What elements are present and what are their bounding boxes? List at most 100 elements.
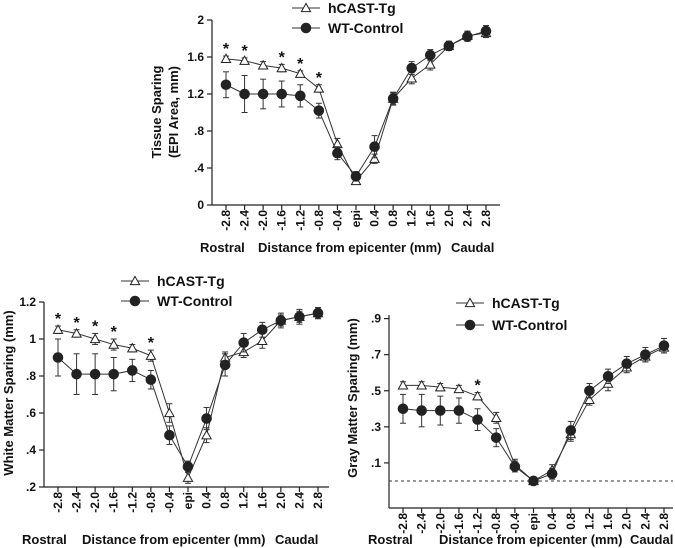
data-point-triangle bbox=[583, 394, 595, 404]
x-tick-label: -2.8 bbox=[219, 210, 233, 231]
data-point-circle bbox=[312, 307, 324, 319]
data-point-circle bbox=[424, 49, 436, 61]
data-point-circle bbox=[350, 171, 362, 182]
x-tick-label: 0.4 bbox=[368, 210, 382, 227]
data-point-triangle bbox=[472, 390, 484, 401]
data-point-circle bbox=[332, 147, 343, 159]
x-tick-label: -0.4 bbox=[162, 492, 176, 513]
significance-asterisk: * bbox=[316, 70, 323, 87]
data-point-circle bbox=[294, 90, 306, 102]
y-tick-label: 1.6 bbox=[187, 50, 204, 64]
data-point-circle bbox=[443, 40, 455, 52]
x-tick-label: 1.6 bbox=[255, 492, 269, 509]
data-point-triangle bbox=[71, 327, 83, 338]
x-axis-title: Distance from epicenter (mm) bbox=[82, 532, 266, 547]
data-point-circle bbox=[164, 429, 175, 441]
y-tick-label: .8 bbox=[26, 369, 36, 383]
series-line bbox=[225, 30, 487, 178]
x-tick-label: -1.2 bbox=[471, 513, 485, 534]
legend-circle-icon bbox=[300, 22, 312, 34]
data-point-triangle bbox=[416, 379, 428, 390]
data-point-circle bbox=[658, 340, 670, 351]
data-point-circle bbox=[528, 475, 539, 487]
data-point-triangle bbox=[257, 59, 269, 70]
data-point-triangle bbox=[406, 72, 418, 83]
y-tick-label: .2 bbox=[26, 480, 36, 494]
significance-asterisk: * bbox=[223, 41, 230, 58]
legend: hCAST-Tg WT-Control bbox=[121, 273, 232, 309]
x-tick-label: epi bbox=[181, 492, 195, 509]
x-tick-label: -2.4 bbox=[238, 210, 252, 231]
data-point-circle bbox=[126, 365, 138, 376]
data-point-triangle bbox=[294, 68, 306, 78]
data-point-triangle bbox=[276, 62, 288, 73]
y-axis-title-line-1: Tissue Sparing bbox=[149, 65, 164, 158]
x-tick-label: 0.8 bbox=[564, 513, 578, 530]
legend-circle-icon bbox=[129, 295, 141, 307]
data-point-circle bbox=[313, 105, 325, 116]
y-tick-label: .3 bbox=[371, 420, 381, 434]
data-point-triangle bbox=[313, 82, 325, 93]
y-axis-title: Gray Matter Sparing (mm) bbox=[345, 318, 360, 478]
y-tick-label: 1 bbox=[29, 332, 36, 346]
data-point-circle bbox=[490, 432, 502, 443]
data-point-triangle bbox=[434, 381, 446, 392]
data-point-circle bbox=[434, 405, 446, 416]
legend-label: WT-Control bbox=[157, 293, 232, 309]
x-tick-label: -1.6 bbox=[107, 492, 121, 513]
data-point-triangle bbox=[220, 53, 232, 64]
x-tick-label: 1.2 bbox=[237, 492, 251, 509]
x-tick-label: 2.8 bbox=[479, 210, 493, 227]
data-point-circle bbox=[238, 337, 250, 349]
x-axis-left-label: Rostral bbox=[200, 240, 245, 255]
x-tick-label: -0.4 bbox=[330, 210, 344, 231]
data-point-triangle bbox=[126, 342, 138, 353]
data-point-circle bbox=[89, 368, 101, 380]
x-tick-label: 2.4 bbox=[638, 513, 652, 530]
x-axis-right-label: Caudal bbox=[275, 532, 318, 547]
data-point-circle bbox=[201, 413, 212, 424]
legend-label: hCAST-Tg bbox=[492, 295, 560, 311]
series-line bbox=[57, 312, 319, 468]
x-tick-label: 2.0 bbox=[620, 513, 634, 530]
x-tick-label: -2.0 bbox=[88, 492, 102, 513]
x-tick-label: -2.8 bbox=[51, 492, 65, 513]
data-point-triangle bbox=[108, 338, 120, 349]
data-point-circle bbox=[453, 405, 465, 416]
y-tick-label: .7 bbox=[371, 348, 381, 362]
x-tick-label: -2.0 bbox=[256, 210, 270, 231]
x-axis-title: Distance from epicenter (mm) bbox=[258, 240, 442, 255]
data-point-triangle bbox=[239, 55, 251, 65]
data-point-circle bbox=[640, 349, 651, 360]
significance-asterisk: * bbox=[474, 378, 481, 395]
series-wt-control bbox=[220, 25, 492, 182]
data-point-circle bbox=[256, 324, 268, 336]
data-point-circle bbox=[145, 374, 157, 386]
y-tick-label: .8 bbox=[194, 124, 204, 138]
x-tick-label: 1.2 bbox=[582, 513, 596, 530]
x-axis-left-label: Rostral bbox=[22, 532, 67, 547]
y-axis-title: White Matter Sparing (mm) bbox=[1, 310, 16, 475]
data-point-circle bbox=[219, 359, 231, 371]
x-tick-label: 1.6 bbox=[423, 210, 437, 227]
significance-asterisk: * bbox=[148, 335, 155, 352]
x-tick-label: -1.2 bbox=[125, 492, 139, 513]
x-tick-label: 2.0 bbox=[442, 210, 456, 227]
x-tick-label: 2.0 bbox=[274, 492, 288, 509]
data-point-triangle bbox=[182, 472, 194, 482]
data-point-circle bbox=[397, 403, 409, 415]
x-tick-label: -0.8 bbox=[489, 513, 503, 534]
x-tick-label: -0.8 bbox=[312, 210, 326, 231]
data-point-triangle bbox=[397, 379, 409, 390]
data-point-circle bbox=[480, 25, 492, 37]
x-axis-title: Distance from epicenter (mm) bbox=[439, 532, 623, 547]
data-point-circle bbox=[369, 141, 380, 153]
y-axis-title-line-1: Gray Matter Sparing (mm) bbox=[345, 318, 360, 478]
x-tick-label: -0.4 bbox=[508, 513, 522, 534]
x-tick-label: 0.8 bbox=[386, 210, 400, 227]
x-tick-label: 0.8 bbox=[218, 492, 232, 509]
data-point-circle bbox=[294, 311, 305, 323]
legend: hCAST-Tg WT-Control bbox=[456, 295, 567, 333]
data-point-circle bbox=[276, 88, 288, 100]
